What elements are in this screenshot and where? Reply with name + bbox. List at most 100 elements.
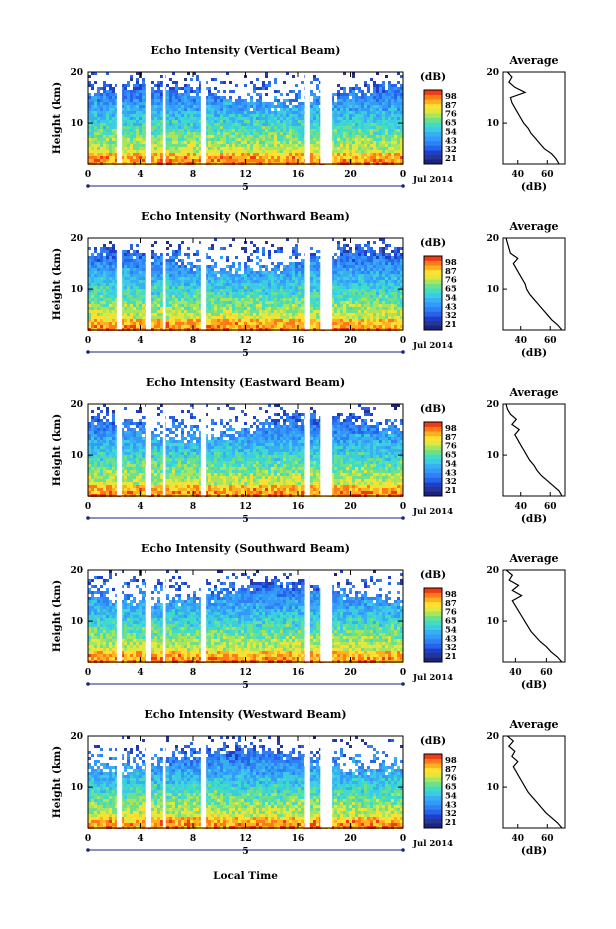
colorbar-swatch: [424, 809, 442, 815]
colorbar-frame: [423, 753, 443, 829]
panel-3: Echo Intensity (Southward Beam) 20 10 Heigh…: [51, 542, 566, 691]
data-gap: [145, 238, 151, 330]
colorbar-frame: [423, 587, 443, 663]
colorbar-tick-label: 98: [445, 258, 457, 268]
x-tick-label: 16: [292, 834, 305, 844]
average-x-label: (dB): [521, 513, 547, 525]
average-frame: [502, 403, 566, 497]
colorbar-swatch: [424, 643, 442, 649]
y-axis-label: Height (km): [51, 414, 63, 486]
colorbar-swatch: [424, 634, 442, 640]
avg-y-tick-label: 20: [486, 68, 499, 78]
x-tick-label: 8: [190, 336, 196, 346]
average-title: Average: [508, 386, 558, 399]
x-tick-label: 0: [400, 834, 406, 844]
colorbar-swatch: [424, 117, 442, 123]
y-tick-label: 20: [70, 68, 83, 78]
colorbar-tick-label: 54: [445, 293, 457, 303]
data-gap: [145, 404, 151, 496]
colorbar-swatch: [424, 103, 442, 109]
panel-title: Echo Intensity (Southward Beam): [141, 542, 350, 555]
colorbar-swatch: [424, 131, 442, 137]
avg-y-tick-label: 20: [486, 566, 499, 576]
colorbar-swatch: [424, 597, 442, 603]
colorbar-tick-label: 98: [445, 424, 457, 434]
colorbar-swatch: [424, 140, 442, 146]
y-tick-label: 10: [70, 285, 83, 295]
date-marker: 5: [242, 349, 248, 359]
colorbar-swatch: [424, 306, 442, 312]
y-axis-label: Height (km): [51, 82, 63, 154]
colorbar-tick-label: 76: [445, 276, 457, 286]
date-label: Jul 2014: [412, 839, 453, 849]
colorbar-tick-label: 54: [445, 459, 457, 469]
colorbar-tick-label: 43: [445, 302, 457, 312]
average-title: Average: [508, 718, 558, 731]
colorbar-tick-label: 32: [445, 477, 457, 487]
colorbar-unit: (dB): [420, 735, 446, 747]
colorbar-swatch: [424, 472, 442, 478]
average-profile-line: [505, 403, 563, 497]
colorbar-swatch: [424, 122, 442, 128]
colorbar-swatch: [424, 791, 442, 796]
colorbar-swatch: [424, 763, 442, 769]
heatmap-cells: [88, 72, 403, 165]
x-tick-label: 8: [190, 668, 196, 678]
data-gap: [162, 570, 166, 662]
colorbar-swatch: [424, 629, 442, 635]
colorbar-swatch: [424, 620, 442, 626]
colorbar-swatch: [424, 477, 442, 483]
colorbar-swatch: [424, 260, 442, 266]
colorbar-swatch: [424, 648, 442, 654]
colorbar-tick-label: 65: [445, 617, 457, 627]
colorbar-tick-label: 87: [445, 765, 457, 775]
date-label: Jul 2014: [412, 507, 453, 517]
colorbar-swatch: [424, 754, 442, 759]
colorbar-swatch: [424, 136, 442, 142]
y-tick-label: 20: [70, 400, 83, 410]
data-gap: [145, 736, 151, 828]
colorbar-tick-label: 76: [445, 442, 457, 452]
colorbar-tick-label: 98: [445, 92, 457, 102]
data-gap: [304, 72, 310, 164]
colorbar-tick-label: 87: [445, 433, 457, 443]
x-tick-label: 0: [400, 336, 406, 346]
average-profile-line: [505, 237, 563, 331]
colorbar-unit: (dB): [420, 237, 446, 249]
colorbar-swatch: [424, 274, 442, 280]
avg-y-tick-label: 10: [486, 285, 499, 295]
colorbar-swatch: [424, 459, 442, 464]
colorbar-swatch: [424, 288, 442, 294]
colorbar-swatch: [424, 316, 442, 322]
colorbar-swatch: [424, 435, 442, 441]
date-line-end: [401, 516, 405, 520]
data-gap: [304, 238, 310, 330]
colorbar-swatch: [424, 325, 442, 331]
x-tick-label: 16: [292, 502, 305, 512]
date-label: Jul 2014: [412, 175, 453, 185]
y-tick-label: 20: [70, 234, 83, 244]
colorbar-tick-label: 54: [445, 127, 457, 137]
x-tick-label: 12: [239, 170, 252, 180]
date-marker: 5: [242, 183, 248, 193]
avg-y-tick-label: 10: [486, 617, 499, 627]
avg-x-tick-label: 60: [541, 834, 554, 844]
x-tick-label: 12: [239, 502, 252, 512]
data-gap: [304, 736, 310, 828]
colorbar-swatch: [424, 638, 442, 644]
colorbar-swatch: [424, 468, 442, 474]
data-gap: [116, 736, 123, 828]
colorbar-tick-label: 43: [445, 634, 457, 644]
colorbar-swatch: [424, 302, 442, 308]
panel-title: Echo Intensity (Eastward Beam): [146, 376, 345, 389]
x-tick-label: 8: [190, 170, 196, 180]
colorbar-swatch: [424, 601, 442, 607]
x-tick-label: 8: [190, 834, 196, 844]
average-profile-line: [507, 735, 563, 829]
colorbar-swatch: [424, 777, 442, 783]
colorbar-swatch: [424, 786, 442, 792]
data-gap: [200, 238, 207, 330]
colorbar-tick-label: 65: [445, 783, 457, 793]
panel-1: Echo Intensity (Northward Beam) 20 10 Heigh…: [51, 210, 566, 359]
colorbar-tick-label: 87: [445, 267, 457, 277]
